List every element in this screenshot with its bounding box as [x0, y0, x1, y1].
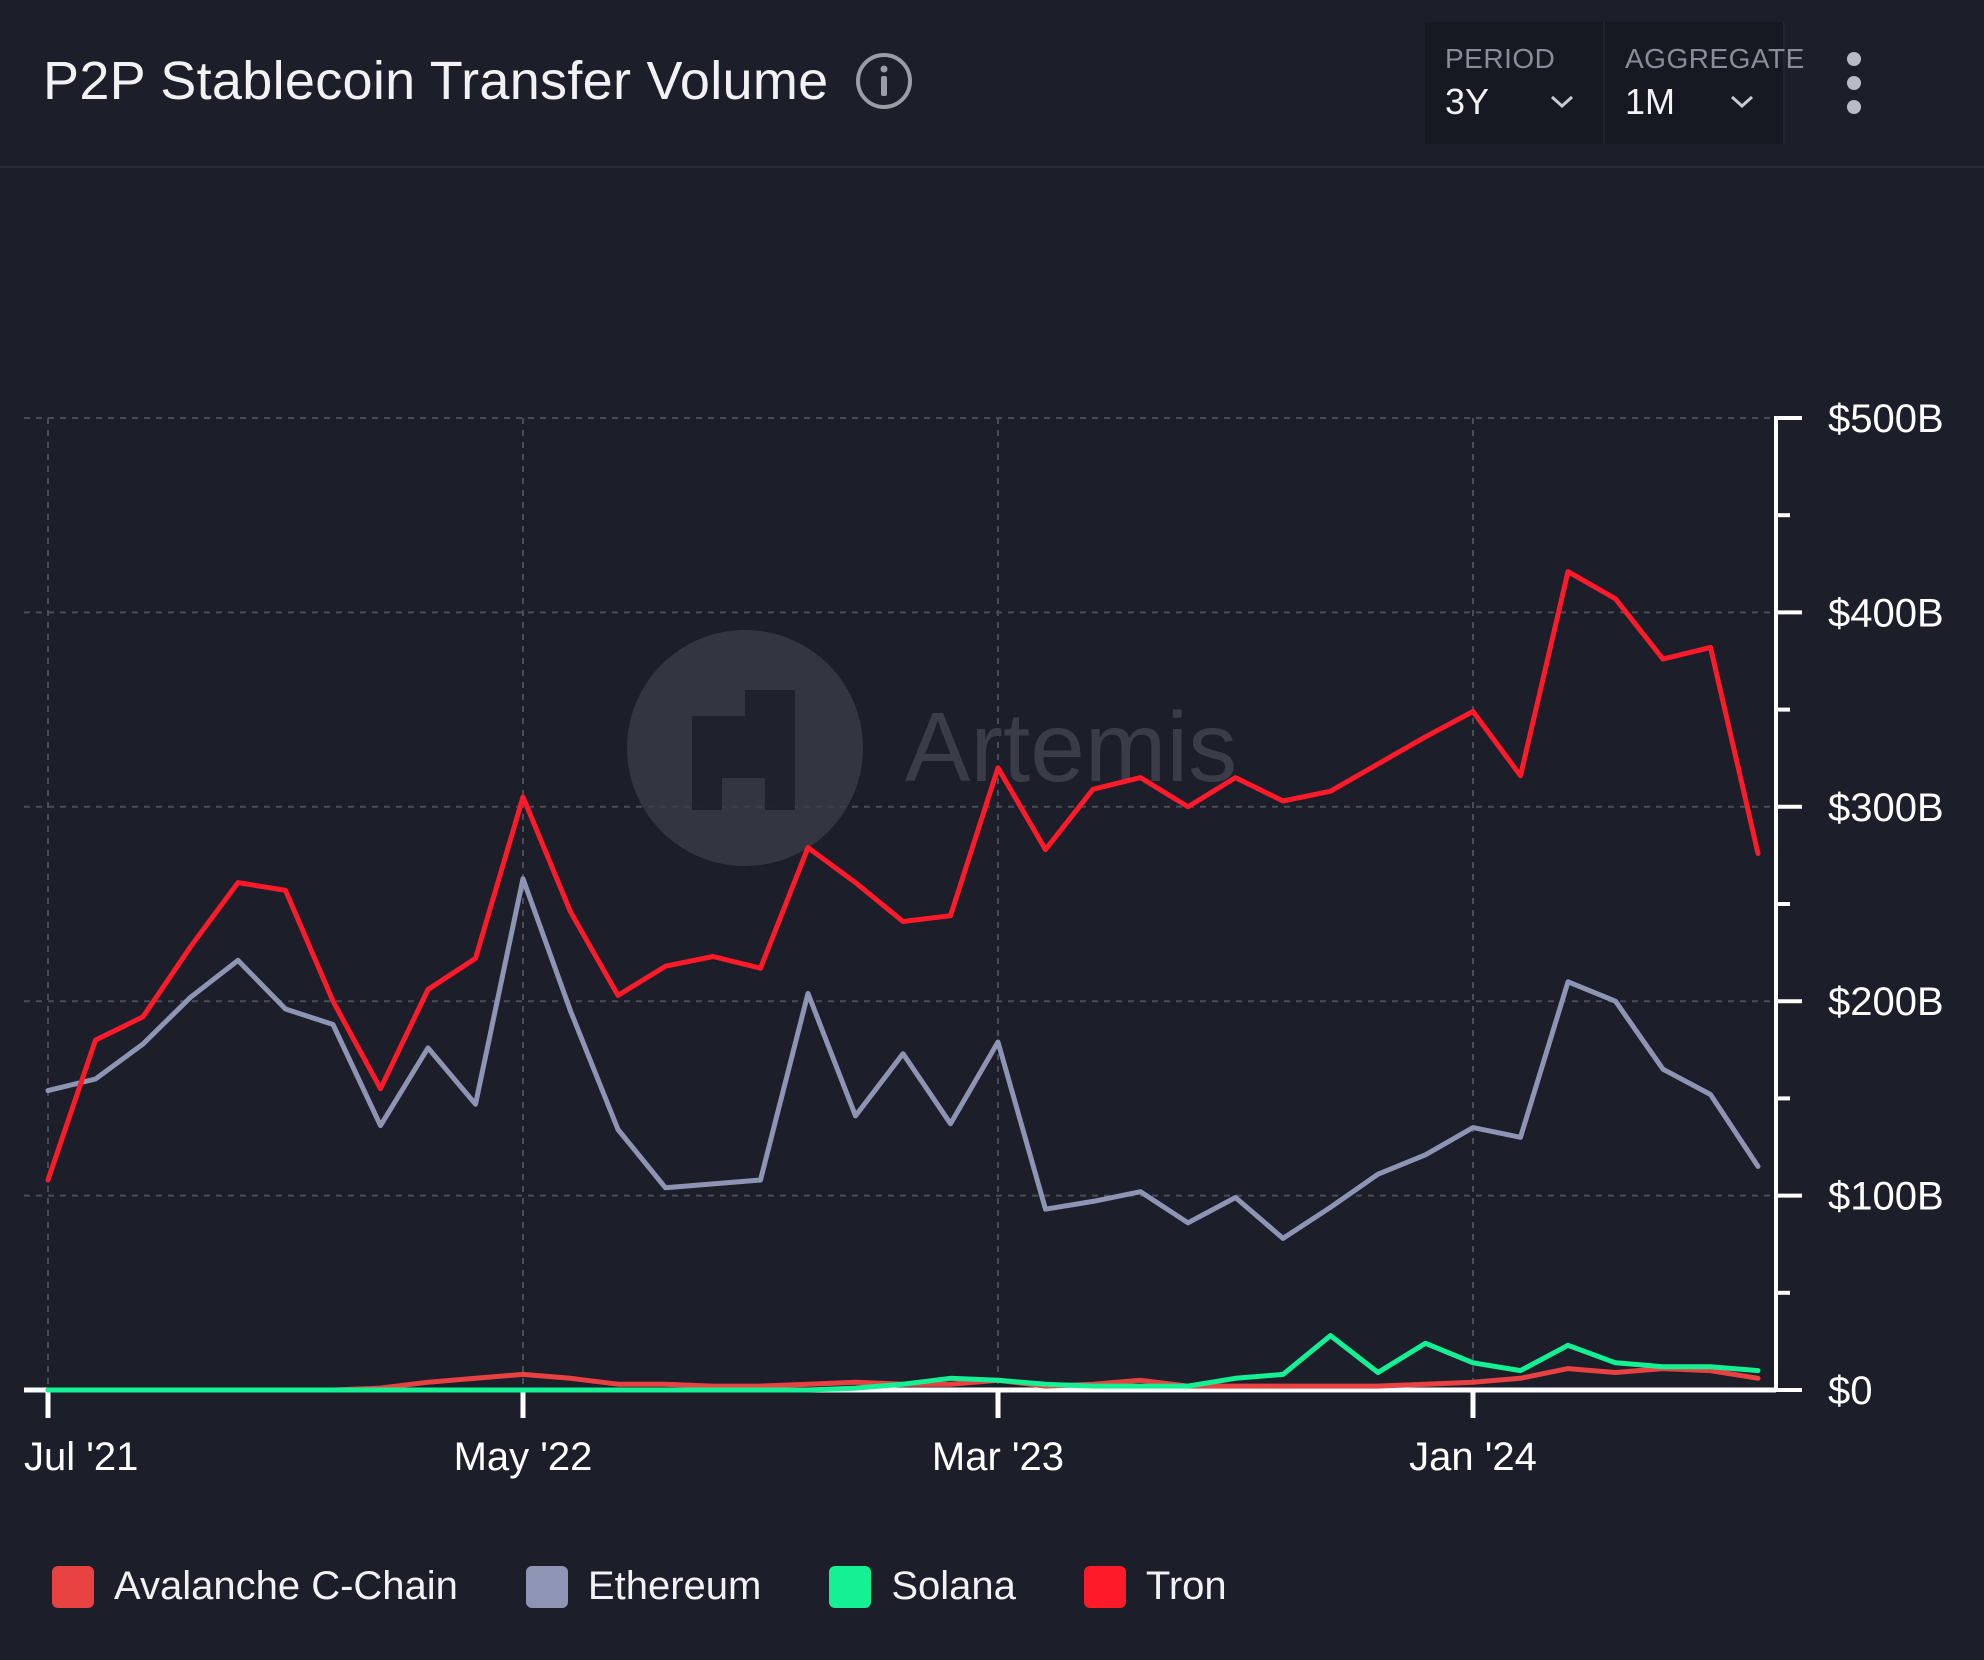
y-tick-label: $500B — [1828, 397, 1944, 441]
legend-item-solana[interactable]: Solana — [829, 1564, 1016, 1609]
more-vertical-icon[interactable] — [1836, 50, 1872, 116]
legend: Avalanche C-Chain Ethereum Solana Tron — [52, 1564, 1295, 1609]
series-line-tron[interactable] — [45, 569, 1761, 1183]
chart-controls: PERIOD 3Y AGGREGATE 1M — [1425, 22, 1805, 144]
legend-label: Ethereum — [587, 1564, 762, 1608]
x-tick-label: Jul '21 — [24, 1435, 138, 1479]
x-tick-label: Mar '23 — [932, 1435, 1064, 1479]
chart-header: P2P Stablecoin Transfer Volume PERIOD 3Y… — [0, 0, 1984, 168]
watermark-text: Artemis — [905, 692, 1237, 802]
grid — [24, 417, 1776, 1390]
y-tick-label: $300B — [1828, 786, 1944, 830]
legend-item-avalanche-c-chain[interactable]: Avalanche C-Chain — [52, 1564, 458, 1609]
legend-swatch — [829, 1565, 872, 1608]
period-label: PERIOD — [1445, 43, 1556, 74]
y-tick-label: $400B — [1828, 591, 1944, 635]
aggregate-value: 1M — [1625, 81, 1676, 122]
legend-swatch — [525, 1565, 568, 1608]
series-lines — [45, 569, 1761, 1393]
legend-swatch — [1083, 1565, 1126, 1608]
y-tick-label: $0 — [1828, 1369, 1873, 1413]
legend-swatch — [52, 1565, 94, 1608]
legend-label: Tron — [1145, 1564, 1227, 1608]
chart-title-row: P2P Stablecoin Transfer Volume — [43, 50, 914, 112]
aggregate-select[interactable]: AGGREGATE 1M — [1605, 22, 1805, 144]
line-chart: Artemis $0 $100B $200B $300B $400B $500B Jul … — [24, 397, 1944, 1479]
watermark: Artemis — [627, 630, 1237, 866]
series-line-ethereum[interactable] — [45, 876, 1761, 1241]
chart-title: P2P Stablecoin Transfer Volume — [43, 51, 829, 111]
x-tick-label: May '22 — [454, 1435, 593, 1479]
y-tick-label: $200B — [1828, 980, 1944, 1024]
y-tick-label: $100B — [1828, 1175, 1944, 1219]
legend-label: Avalanche C-Chain — [114, 1564, 458, 1608]
legend-item-ethereum[interactable]: Ethereum — [525, 1564, 762, 1609]
chevron-down-icon — [1730, 95, 1754, 109]
artemis-logo-mark — [692, 690, 795, 810]
legend-label: Solana — [891, 1564, 1016, 1608]
series-line-solana[interactable] — [45, 1333, 1761, 1393]
legend-item-tron[interactable]: Tron — [1083, 1564, 1227, 1609]
info-icon[interactable] — [854, 51, 914, 111]
period-value: 3Y — [1445, 81, 1490, 122]
series-line-avalanche-c-chain[interactable] — [45, 1366, 1761, 1393]
aggregate-label: AGGREGATE — [1625, 43, 1805, 74]
chevron-down-icon — [1550, 95, 1574, 109]
y-axis: $0 $100B $200B $300B $400B $500B — [1774, 397, 1944, 1413]
x-axis: Jul '21 May '22 Mar '23 Jan '24 — [24, 1387, 1776, 1479]
period-select[interactable]: PERIOD 3Y — [1425, 22, 1605, 144]
x-tick-label: Jan '24 — [1409, 1435, 1537, 1479]
